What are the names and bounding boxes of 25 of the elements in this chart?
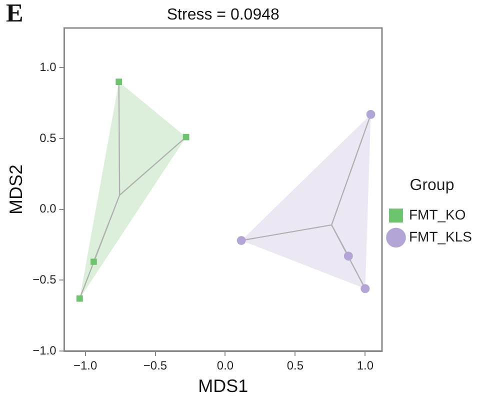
point: [366, 110, 376, 119]
y-tick-label: −1.0: [32, 343, 57, 358]
legend-title: Group: [410, 176, 454, 194]
y-tick-label: 0.0: [40, 202, 57, 216]
point: [76, 295, 83, 302]
y-tick-label: 1.0: [40, 60, 57, 74]
point: [236, 236, 246, 245]
point: [360, 284, 370, 294]
point: [182, 134, 190, 140]
x-axis-title: MDS1: [198, 376, 248, 396]
y-tick-label: −0.5: [32, 272, 57, 286]
text: E: [6, 0, 24, 28]
x-tick-label: 1.0: [356, 358, 374, 373]
legend-label: FMT_KO: [408, 206, 466, 222]
y-tick-label: 0.5: [40, 130, 57, 145]
y-axis-title: MDS2: [6, 164, 26, 215]
x-tick-label: 0.5: [286, 358, 304, 373]
x-tick-label: −0.5: [143, 358, 168, 373]
point: [90, 258, 97, 265]
point: [344, 252, 353, 261]
x-tick-label: 0.0: [216, 358, 234, 373]
chart-title: Stress = 0.0948: [166, 6, 280, 24]
legend-label: FMT_KLS: [408, 228, 472, 244]
x-tick-label: −1.0: [73, 358, 98, 373]
point: [116, 78, 122, 86]
